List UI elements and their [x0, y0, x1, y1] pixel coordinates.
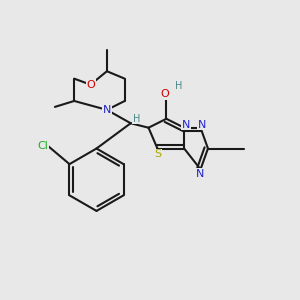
Text: H: H [133, 114, 140, 124]
Text: O: O [86, 80, 95, 90]
Text: H: H [175, 81, 182, 91]
Text: N: N [198, 120, 206, 130]
Text: N: N [196, 169, 205, 179]
Text: O: O [160, 89, 169, 99]
Text: N: N [103, 105, 111, 115]
Text: N: N [182, 120, 190, 130]
Text: S: S [154, 149, 161, 160]
Text: Cl: Cl [38, 140, 48, 151]
